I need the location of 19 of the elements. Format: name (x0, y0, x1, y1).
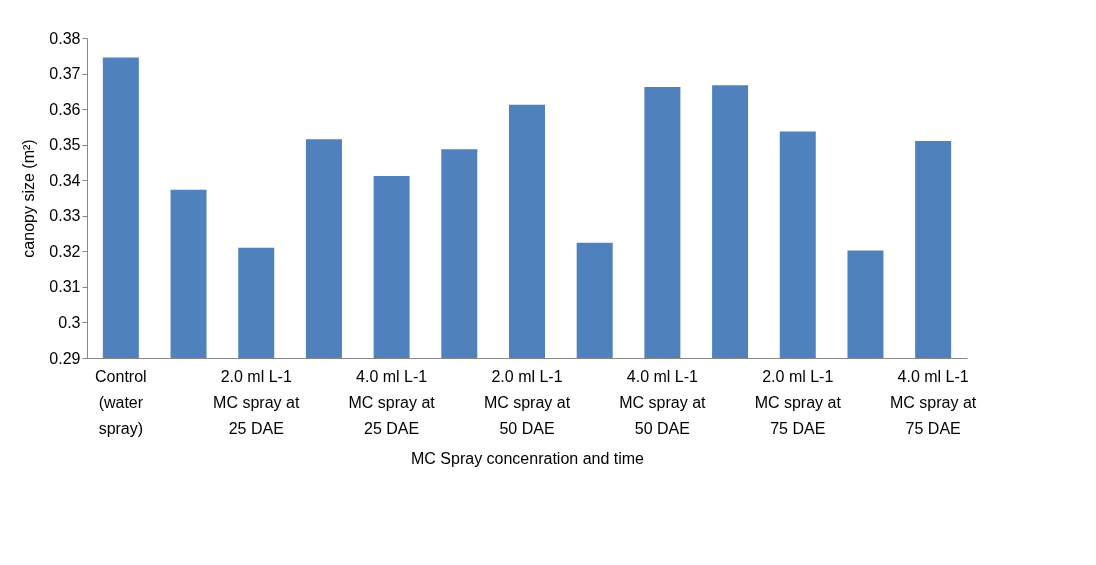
x-tick-label: 2.0 ml L-1 MC spray at 25 DAE (213, 367, 300, 437)
y-tick-label: 0.34 (49, 171, 81, 189)
y-tick-label: 0.29 (49, 349, 81, 367)
x-tick-label: 4.0 ml L-1 MC spray at 25 DAE (348, 367, 436, 437)
x-tick-label: Control (water spray) (95, 367, 147, 437)
y-tick-label: 0.35 (49, 136, 81, 154)
y-tick-label: 0.3 (58, 313, 81, 331)
x-tick-label: 4.0 ml L-1 MC spray at 50 DAE (619, 367, 707, 437)
x-axis-title: MC Spray concenration and time (411, 449, 645, 467)
y-tick-label: 0.38 (49, 29, 81, 47)
y-tick-label: 0.36 (49, 100, 81, 118)
x-tick-label: 2.0 ml L-1 MC spray at 75 DAE (754, 367, 842, 437)
y-tick-label: 0.37 (49, 65, 81, 83)
y-tick-label: 0.31 (49, 278, 81, 296)
x-tick-label: 4.0 ml L-1 MC spray at 75 DAE (890, 367, 977, 437)
y-tick-label: 0.32 (49, 242, 81, 260)
y-tick-label: 0.33 (49, 207, 81, 225)
x-tick-label: 2.0 ml L-1 MC spray at 50 DAE (483, 367, 571, 437)
y-axis-title: canopy size (m²) (20, 139, 38, 258)
